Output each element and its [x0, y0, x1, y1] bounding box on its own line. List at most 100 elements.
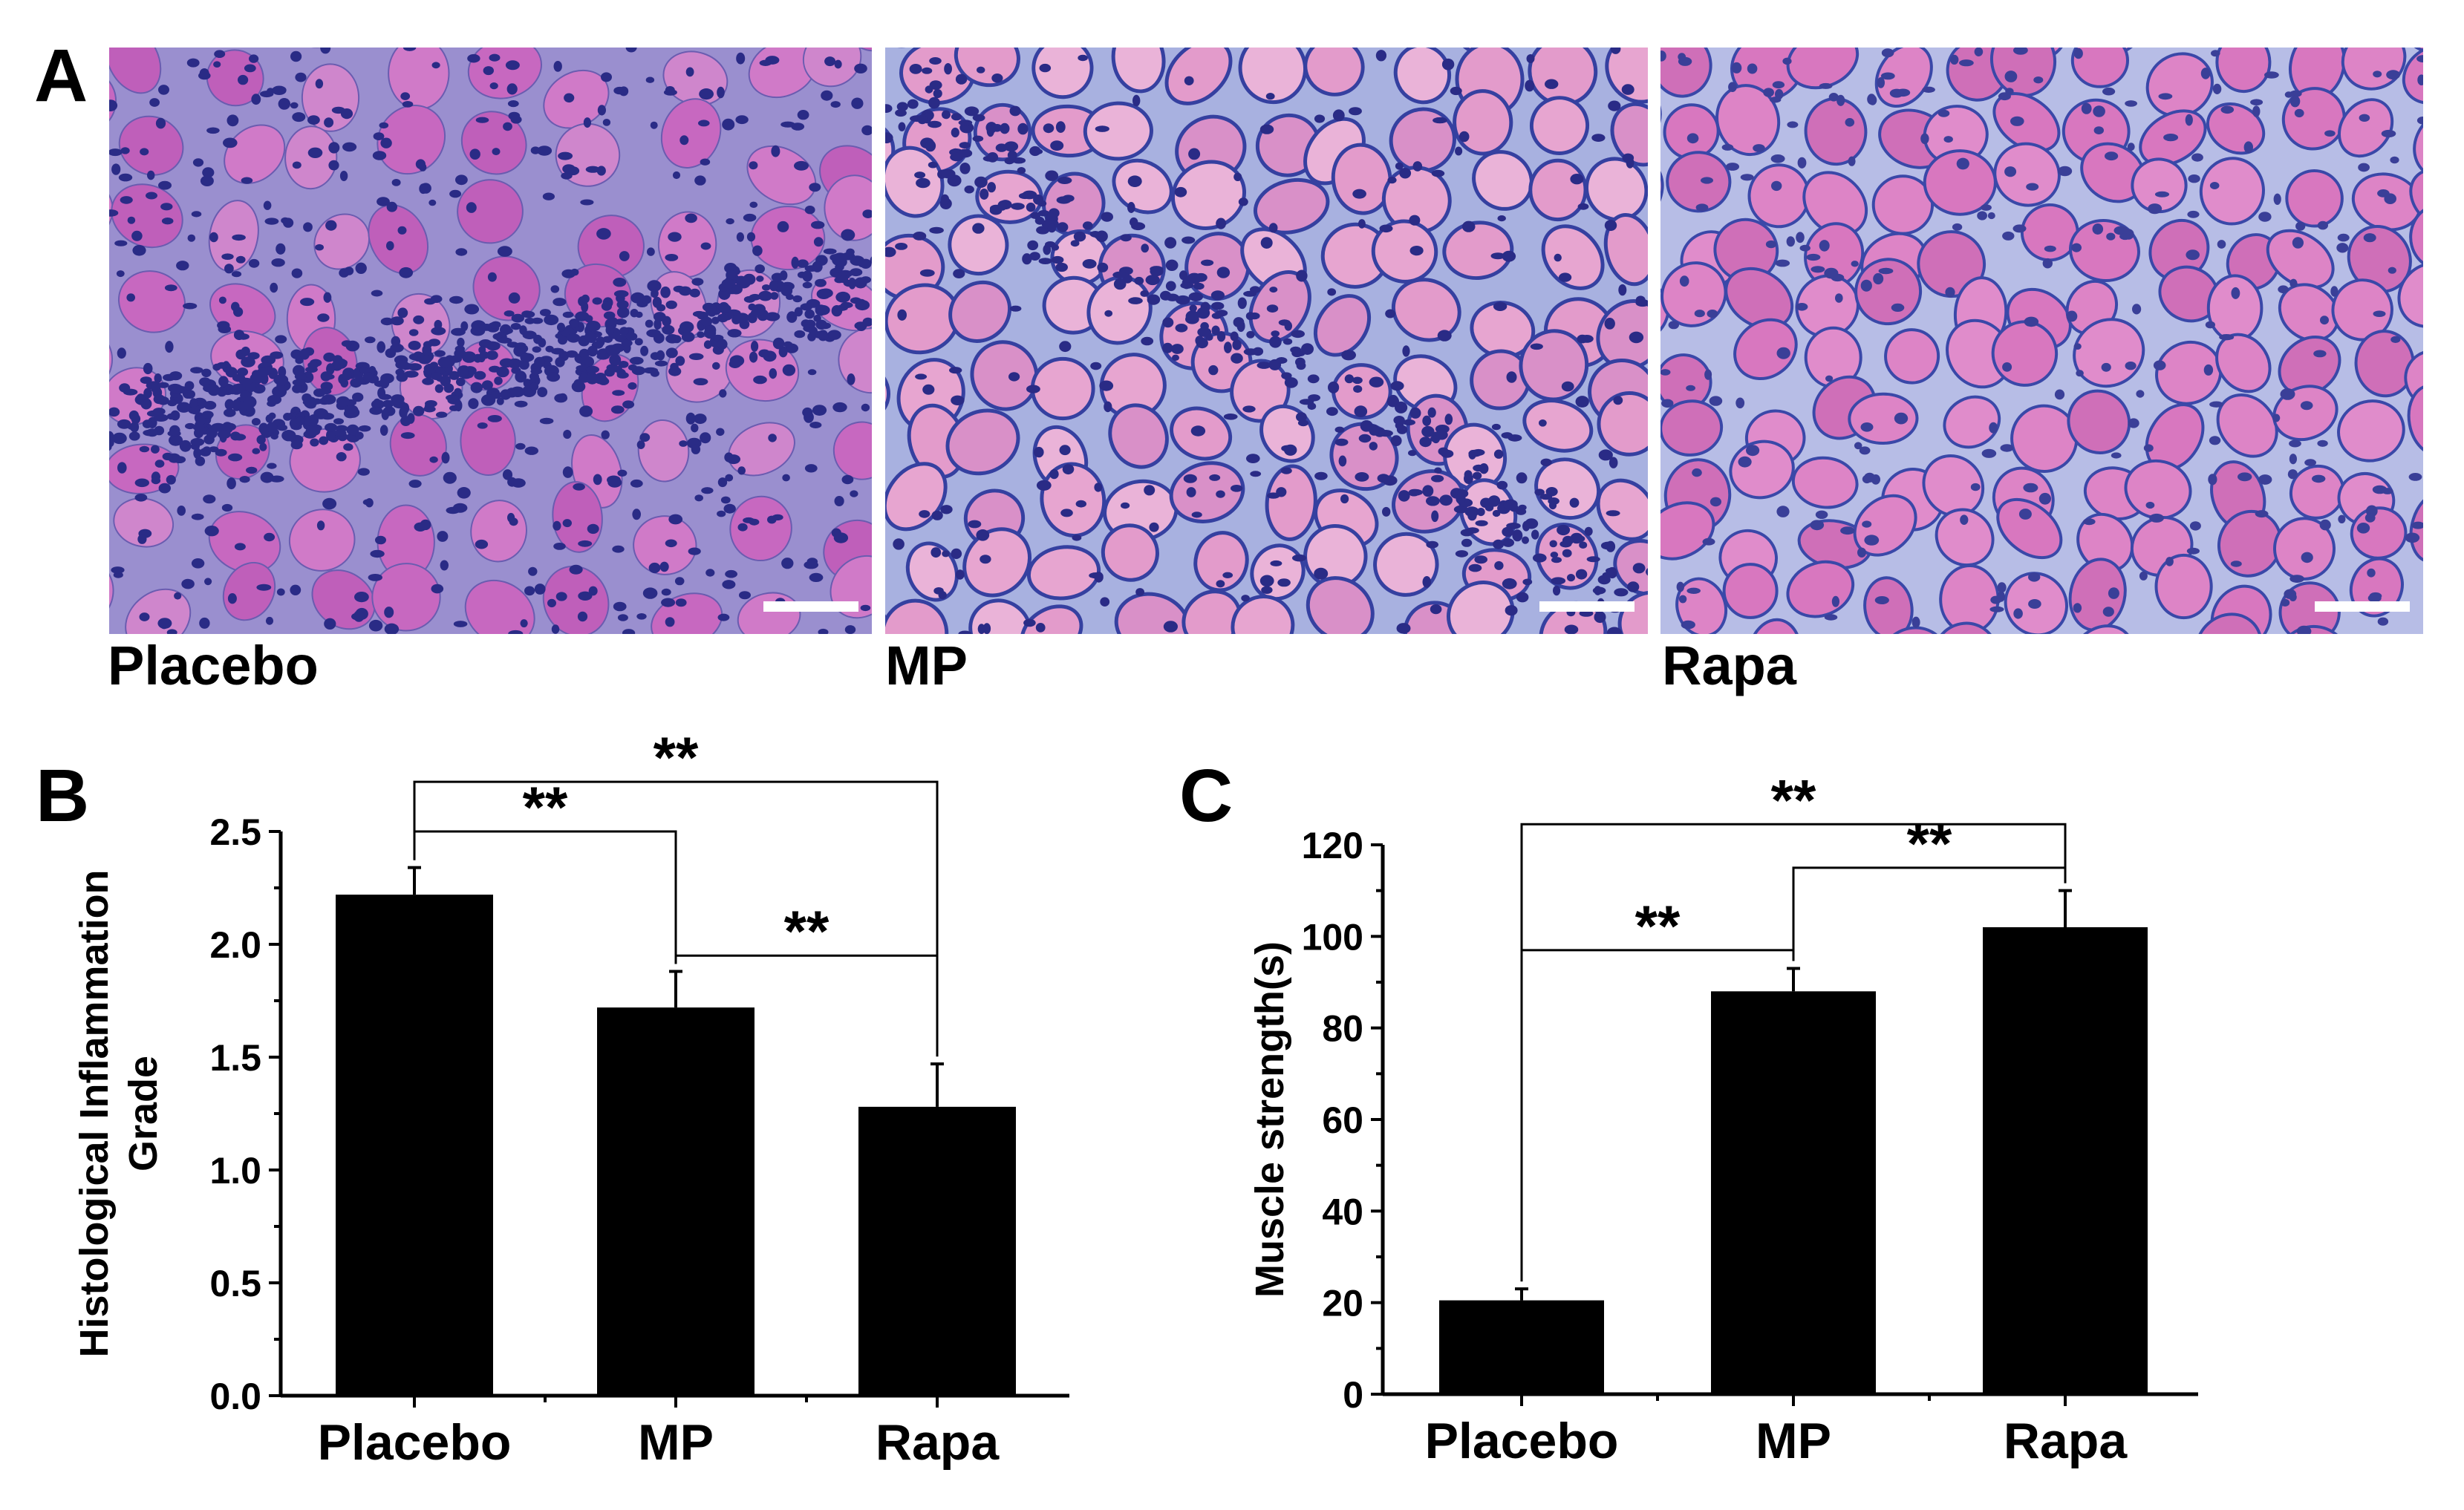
cell-nucleus — [2013, 608, 2023, 619]
cell-nucleus — [2416, 55, 2423, 63]
cell-nucleus — [1551, 557, 1562, 563]
cell-nucleus — [1089, 231, 1101, 238]
muscle-fiber — [467, 48, 542, 99]
cell-nucleus — [959, 163, 971, 174]
cell-nucleus — [391, 394, 405, 405]
cell-nucleus — [1702, 537, 1715, 546]
cell-nucleus — [111, 163, 121, 175]
cell-nucleus — [953, 269, 965, 278]
cell-nucleus — [1950, 54, 1959, 65]
muscle-fiber — [1884, 328, 1940, 385]
muscle-fiber — [1597, 391, 1648, 457]
muscle-fiber — [1877, 626, 1949, 634]
cell-nucleus — [797, 110, 809, 120]
cell-nucleus — [756, 275, 764, 282]
cell-nucleus — [1530, 343, 1543, 350]
cell-nucleus — [355, 262, 367, 274]
cell-nucleus — [1502, 578, 1517, 589]
cell-nucleus — [506, 83, 518, 95]
cell-nucleus — [276, 243, 286, 255]
micrograph-caption-rapa: Rapa — [1662, 635, 1796, 696]
cell-nucleus — [1057, 177, 1072, 184]
cell-nucleus — [1196, 338, 1208, 349]
cell-nucleus — [555, 592, 567, 601]
cell-nucleus — [1492, 509, 1501, 517]
cell-nucleus — [570, 321, 579, 328]
y-tick-label: 2.5 — [209, 811, 261, 853]
cell-nucleus — [1622, 153, 1634, 163]
cell-nucleus — [154, 460, 165, 468]
cell-nucleus — [824, 56, 836, 67]
cell-nucleus — [553, 520, 561, 531]
cell-nucleus — [264, 532, 276, 542]
cell-nucleus — [625, 332, 638, 341]
cell-nucleus — [804, 309, 815, 319]
nuclei — [109, 48, 872, 634]
cell-nucleus — [1851, 261, 1859, 267]
cell-nucleus — [469, 148, 480, 160]
cell-nucleus — [2287, 469, 2298, 480]
cell-nucleus — [1956, 157, 1969, 170]
cell-nucleus — [919, 510, 930, 518]
cell-nucleus — [1460, 529, 1473, 537]
micrograph-caption-placebo: Placebo — [108, 635, 319, 696]
cell-nucleus — [1569, 497, 1580, 508]
cell-nucleus — [1860, 279, 1872, 292]
cell-nucleus — [217, 321, 230, 330]
cell-nucleus — [195, 415, 206, 425]
cell-nucleus — [2145, 501, 2155, 509]
cell-nucleus — [1246, 330, 1255, 339]
cell-nucleus — [1621, 84, 1634, 95]
cell-nucleus — [437, 531, 449, 542]
cell-nucleus — [1602, 572, 1615, 578]
cell-nucleus — [2073, 343, 2082, 350]
cell-nucleus — [224, 264, 234, 274]
cell-nucleus — [1430, 604, 1442, 615]
cell-nucleus — [1786, 236, 1795, 247]
cell-nucleus — [1399, 168, 1412, 179]
cell-nucleus — [1453, 505, 1469, 514]
muscle-fiber — [1020, 604, 1083, 634]
cell-nucleus — [1281, 372, 1292, 380]
muscle-fiber — [729, 495, 792, 562]
cell-nucleus — [126, 293, 135, 302]
cell-nucleus — [1216, 580, 1225, 588]
cell-nucleus — [1796, 232, 1805, 244]
cell-nucleus — [310, 438, 319, 447]
cell-nucleus — [930, 547, 942, 558]
cell-nucleus — [711, 316, 720, 324]
cell-nucleus — [1911, 616, 1920, 628]
muscle-fiber — [1660, 501, 1715, 560]
cell-nucleus — [770, 292, 779, 300]
cell-nucleus — [854, 63, 867, 73]
cell-nucleus — [243, 396, 257, 408]
cell-nucleus — [2238, 472, 2252, 482]
cell-nucleus — [1598, 449, 1613, 461]
cell-nucleus — [537, 387, 548, 397]
cell-nucleus — [809, 422, 822, 428]
cell-nucleus — [1770, 97, 1782, 103]
x-tick-label-placebo: Placebo — [1425, 1413, 1619, 1469]
cell-nucleus — [1230, 331, 1239, 341]
muscle-fiber — [885, 359, 891, 423]
cell-nucleus — [281, 217, 290, 224]
cell-nucleus — [587, 345, 598, 357]
cell-nucleus — [1017, 122, 1029, 135]
muscle-fiber — [945, 408, 1020, 476]
cell-nucleus — [177, 402, 191, 413]
cell-nucleus — [612, 390, 625, 396]
cell-nucleus — [613, 601, 627, 612]
cell-nucleus — [1516, 472, 1528, 484]
cell-nucleus — [2367, 568, 2376, 578]
cell-nucleus — [139, 445, 150, 453]
cell-nucleus — [1149, 522, 1159, 532]
cell-nucleus — [2054, 389, 2065, 400]
cell-nucleus — [929, 57, 942, 65]
cell-nucleus — [772, 514, 783, 521]
cell-nucleus — [1282, 338, 1293, 345]
cell-nucleus — [391, 336, 401, 347]
cell-nucleus — [1307, 374, 1320, 384]
cell-nucleus — [1094, 572, 1104, 583]
cell-nucleus — [359, 367, 368, 374]
cell-nucleus — [165, 341, 174, 353]
